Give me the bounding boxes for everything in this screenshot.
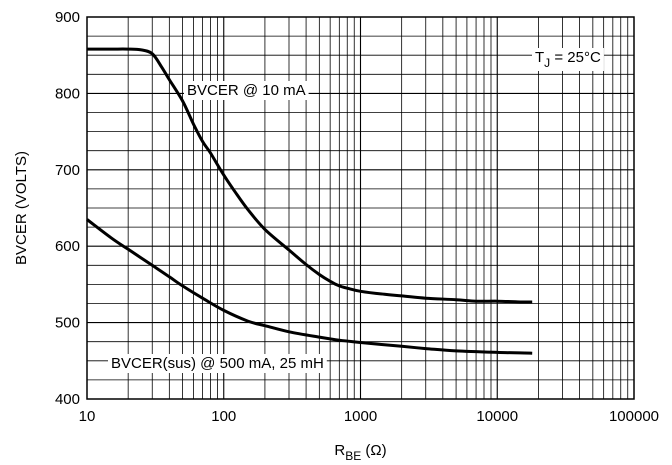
x-axis-title-subscript: BE — [345, 449, 361, 463]
y-tick-label: 700 — [55, 162, 80, 179]
x-axis-title: RBE (Ω) — [334, 442, 386, 463]
temperature-label-rest: = 25°C — [550, 49, 601, 66]
series-label-10ma: BVCER @ 10 mA — [187, 82, 306, 99]
x-tick-label: 100000 — [609, 408, 659, 425]
y-tick-label: 400 — [55, 391, 80, 408]
x-tick-label: 1000 — [344, 408, 377, 425]
series-label-background — [184, 81, 309, 100]
y-tick-label: 800 — [55, 85, 80, 102]
tick-labels: 10 100 1000 10000 100000 400 500 600 700 800 900 — [55, 9, 659, 425]
x-axis-title-main: R — [334, 442, 345, 459]
series-label-500ma: BVCER(sus) @ 500 mA, 25 mH — [111, 355, 324, 372]
temperature-label: TJ = 25°C — [535, 49, 601, 70]
y-tick-label: 600 — [55, 238, 80, 255]
grid — [87, 17, 634, 399]
series-line-1 — [87, 47, 533, 304]
x-tick-label: 10000 — [476, 408, 518, 425]
temperature-label-main: T — [535, 49, 544, 66]
series-line-2 — [86, 218, 533, 355]
x-tick-label: 10 — [79, 408, 96, 425]
y-tick-label: 900 — [55, 9, 80, 26]
temperature-label-subscript: J — [544, 56, 550, 70]
x-tick-label: 100 — [211, 408, 236, 425]
y-axis-title: BVCER (VOLTS) — [13, 151, 30, 265]
series-lines — [86, 47, 533, 355]
x-axis-title-unit: (Ω) — [361, 442, 386, 459]
plot-frame — [86, 16, 635, 400]
temperature-label-background — [532, 48, 604, 71]
series-label-background — [108, 354, 327, 373]
y-tick-label: 500 — [55, 315, 80, 332]
